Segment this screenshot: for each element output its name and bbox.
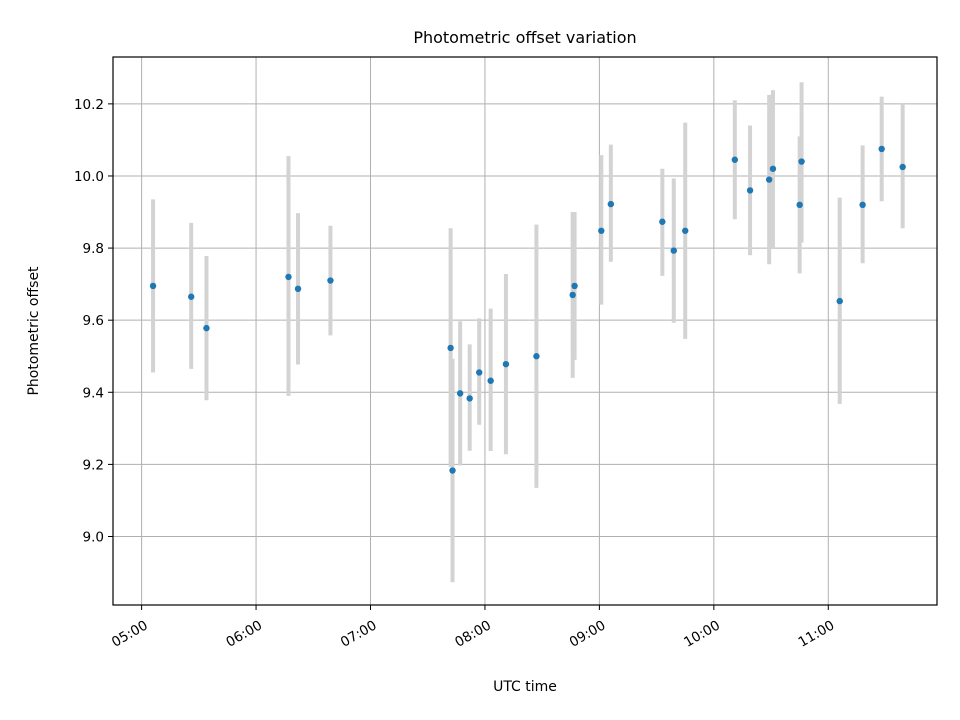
data-point: [878, 145, 885, 153]
y-tick-label: 9.8: [83, 241, 104, 257]
data-point: [188, 293, 195, 300]
data-point: [569, 291, 576, 299]
data-point: [502, 360, 510, 368]
x-tick-label: 08:00: [452, 617, 494, 650]
data-point: [607, 200, 615, 208]
data-point: [682, 227, 689, 234]
data-point: [859, 201, 866, 209]
y-tick-label: 9.2: [83, 457, 104, 473]
data-point: [487, 377, 494, 384]
x-axis-label: UTC time: [493, 679, 557, 695]
chart-title: Photometric offset variation: [413, 28, 636, 47]
data-point: [899, 163, 906, 171]
data-point: [659, 218, 666, 225]
data-point: [796, 201, 803, 209]
y-tick-label: 9.4: [83, 385, 104, 401]
tick-layer: 05:00 06:00 07:00 08:00 09:00 10:00 11:00 9.0 9.…: [74, 97, 837, 651]
data-point: [798, 158, 805, 165]
data-point: [765, 176, 773, 183]
x-tick-label: 11:00: [796, 617, 838, 650]
x-tick-label: 06:00: [223, 617, 265, 650]
y-tick-label: 9.6: [83, 313, 104, 329]
data-point: [746, 187, 754, 194]
errorbar-layer: [151, 82, 905, 583]
data-point: [285, 273, 292, 281]
data-point: [456, 390, 464, 397]
y-axis-label: Photometric offset: [26, 266, 42, 396]
data-point: [598, 227, 605, 234]
data-point: [149, 282, 157, 290]
plot-frame: [112, 56, 938, 606]
data-point: [533, 353, 540, 360]
data-point: [571, 282, 578, 290]
data-point: [447, 344, 454, 352]
data-point: [731, 156, 739, 163]
y-tick-label: 10.0: [74, 169, 104, 185]
data-point: [670, 247, 677, 254]
data-point: [449, 467, 456, 474]
y-tick-label: 9.0: [83, 530, 104, 546]
data-point: [466, 395, 473, 402]
x-tick-label: 10:00: [681, 617, 723, 650]
data-point: [836, 297, 843, 305]
grid-layer: [113, 57, 937, 605]
x-tick-label: 07:00: [338, 617, 380, 650]
point-layer: [149, 145, 906, 474]
x-tick-label: 09:00: [567, 617, 609, 650]
data-point: [476, 369, 483, 376]
data-point: [769, 165, 777, 172]
x-tick-label: 05:00: [109, 617, 151, 650]
data-point: [203, 324, 210, 332]
data-point: [294, 285, 302, 293]
y-tick-label: 10.2: [74, 97, 104, 113]
data-point: [327, 277, 334, 284]
